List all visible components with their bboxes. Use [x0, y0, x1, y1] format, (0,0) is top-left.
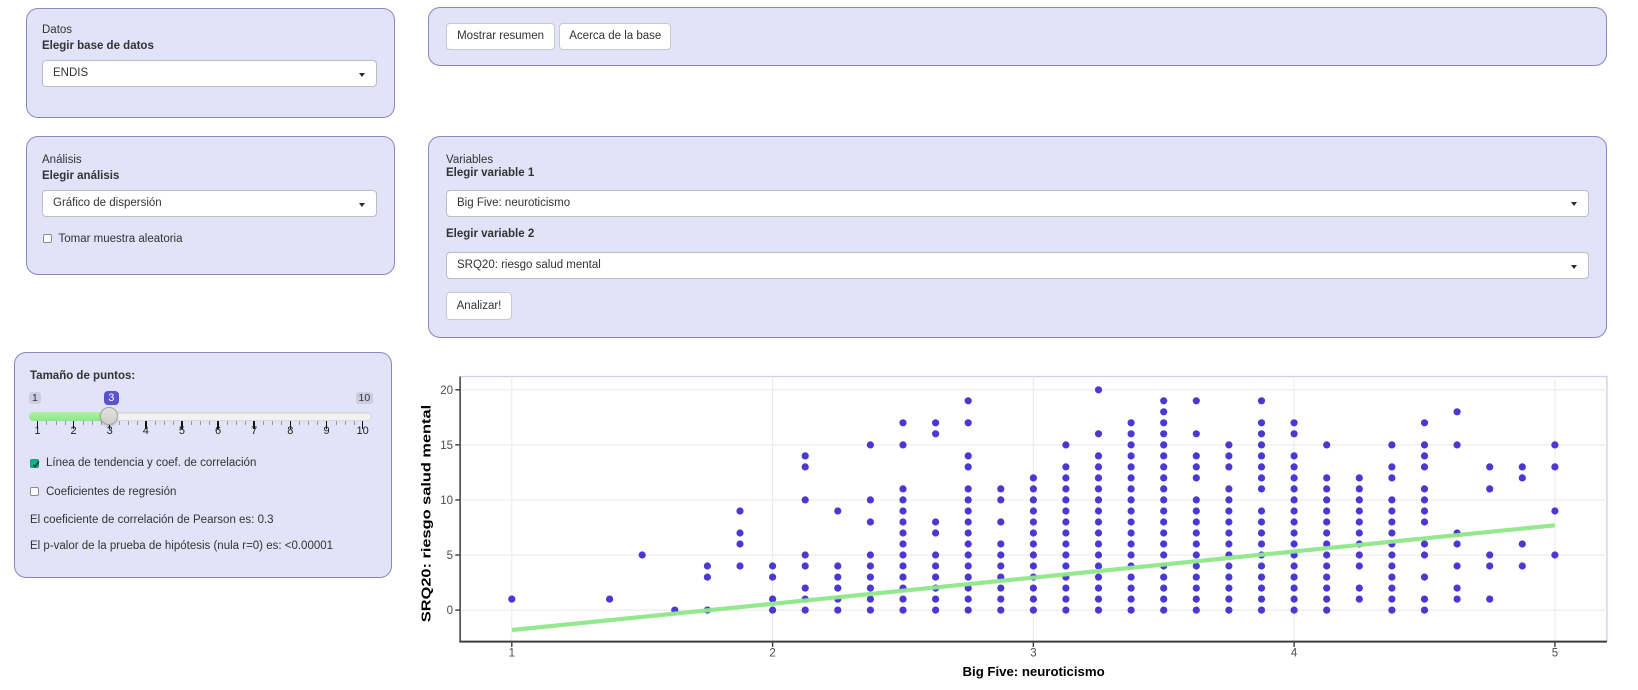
svg-text:1: 1 — [509, 648, 515, 660]
svg-text:Big Five: neuroticismo: Big Five: neuroticismo — [963, 664, 1105, 679]
svg-text:4: 4 — [1291, 648, 1298, 660]
svg-text:0: 0 — [447, 605, 453, 617]
svg-text:5: 5 — [1552, 648, 1558, 660]
svg-text:10: 10 — [440, 495, 453, 507]
svg-text:20: 20 — [440, 385, 453, 397]
svg-text:SRQ20: riesgo salud mental: SRQ20: riesgo salud mental — [420, 405, 434, 622]
svg-text:5: 5 — [447, 550, 453, 562]
svg-text:2: 2 — [769, 648, 775, 660]
svg-text:15: 15 — [440, 440, 453, 452]
svg-text:3: 3 — [1030, 648, 1036, 660]
